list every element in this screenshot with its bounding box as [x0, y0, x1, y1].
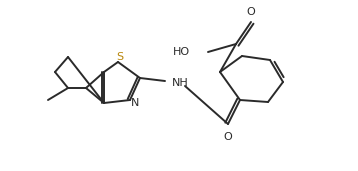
Text: NH: NH: [172, 78, 189, 88]
Text: O: O: [247, 7, 255, 17]
Text: HO: HO: [173, 47, 190, 57]
Text: N: N: [131, 98, 139, 108]
Text: O: O: [224, 132, 232, 142]
Text: S: S: [116, 52, 124, 62]
